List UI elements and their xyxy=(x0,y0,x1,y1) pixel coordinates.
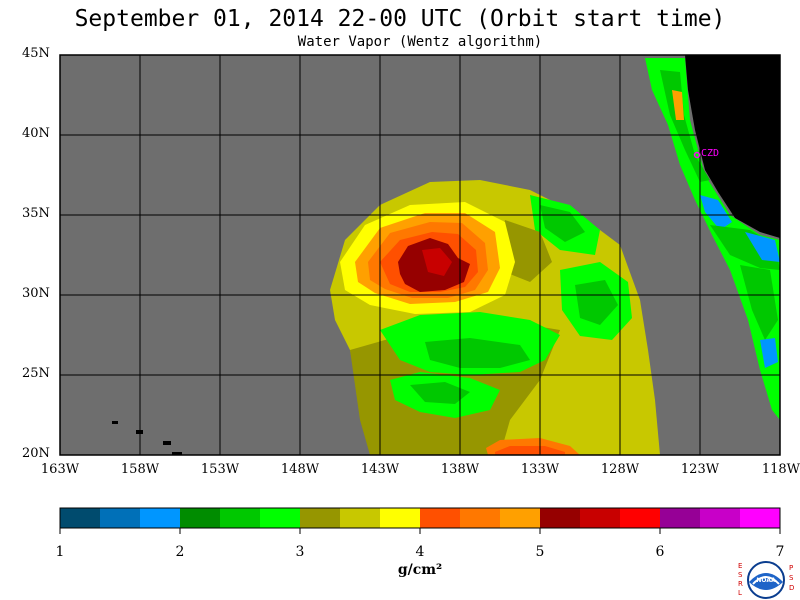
map-frame xyxy=(59,54,781,456)
lat-label: 30N xyxy=(22,286,50,301)
lon-label: 143W xyxy=(360,462,400,477)
lat-label: 35N xyxy=(22,206,50,221)
colorbar-tick-label: 5 xyxy=(535,544,545,560)
colorbar-tick-label: 3 xyxy=(295,544,305,560)
lat-lon-grid xyxy=(60,55,780,455)
vapor-swath-central xyxy=(330,180,660,455)
colorbar-tick-label: 6 xyxy=(655,544,665,560)
colorbar-swatch xyxy=(500,508,541,528)
colorbar-swatch xyxy=(540,508,581,528)
logo-letter: E xyxy=(738,562,742,570)
colorbar-swatch xyxy=(580,508,621,528)
logo-letter: L xyxy=(738,589,742,597)
station-marker xyxy=(693,151,701,159)
colorbar-swatch xyxy=(740,508,781,528)
land-north-america xyxy=(685,55,780,238)
lat-label: 45N xyxy=(22,46,50,61)
lon-label: 138W xyxy=(440,462,480,477)
logo-letter: R xyxy=(738,580,743,588)
colorbar-swatch xyxy=(100,508,141,528)
lat-label: 20N xyxy=(22,446,50,461)
page-title: September 01, 2014 22-00 UTC (Orbit star… xyxy=(74,6,726,32)
lon-label: 123W xyxy=(680,462,720,477)
station-label: CZD xyxy=(701,148,719,159)
colorbar-swatch xyxy=(420,508,461,528)
colorbar-swatch xyxy=(340,508,381,528)
colorbar-tick-label: 7 xyxy=(775,544,785,560)
lat-label: 25N xyxy=(22,366,50,381)
colorbar-swatch xyxy=(220,508,261,528)
colorbar-swatch xyxy=(380,508,421,528)
lon-label: 163W xyxy=(40,462,80,477)
logo-letter: S xyxy=(738,571,743,579)
lon-label: 118W xyxy=(761,462,800,477)
colorbar-swatch xyxy=(260,508,301,528)
logo-letter: P xyxy=(789,564,793,572)
lon-label: 153W xyxy=(200,462,240,477)
colorbar-swatch xyxy=(700,508,741,528)
logo-letter: D xyxy=(789,584,794,592)
vapor-swath-coastal xyxy=(645,58,780,420)
colorbar-tick-label: 2 xyxy=(175,544,185,560)
logo-letter: S xyxy=(789,574,794,582)
colorbar-tick-label: 1 xyxy=(55,544,65,560)
lon-label: 158W xyxy=(120,462,160,477)
lat-label: 40N xyxy=(22,126,50,141)
svg-text:NOAA: NOAA xyxy=(756,577,776,584)
page-subtitle: Water Vapor (Wentz algorithm) xyxy=(297,34,543,50)
lon-label: 133W xyxy=(520,462,560,477)
lon-label: 128W xyxy=(600,462,640,477)
colorbar-swatch xyxy=(460,508,501,528)
colorbar-swatch xyxy=(140,508,181,528)
lon-label: 148W xyxy=(280,462,320,477)
colorbar-swatch xyxy=(60,508,101,528)
colorbar-swatch xyxy=(660,508,701,528)
colorbar xyxy=(59,507,781,534)
colorbar-tick-label: 4 xyxy=(415,544,425,560)
colorbar-swatch xyxy=(620,508,661,528)
colorbar-swatch xyxy=(300,508,341,528)
colorbar-units: g/cm² xyxy=(397,562,443,578)
colorbar-swatch xyxy=(180,508,221,528)
